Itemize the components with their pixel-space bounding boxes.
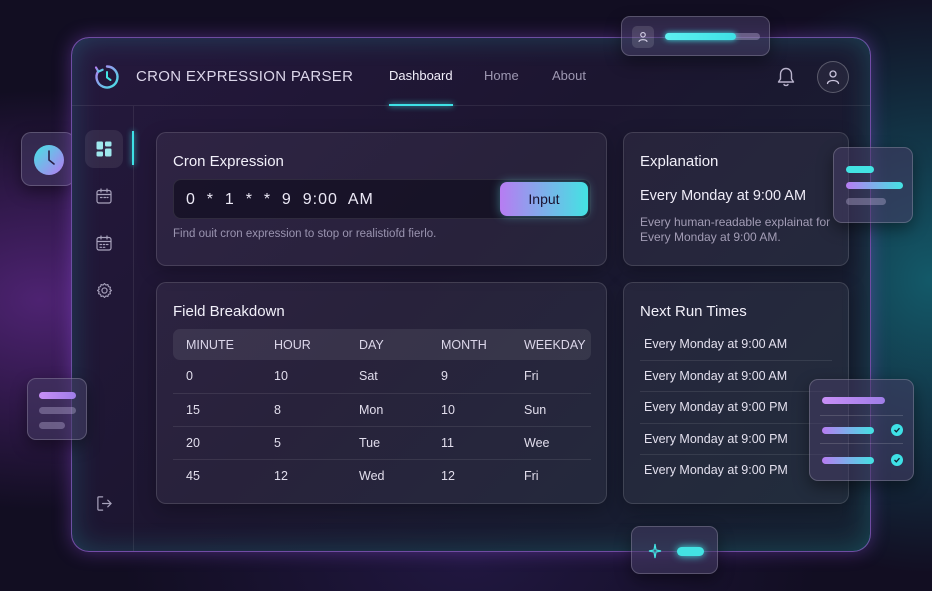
table-row: 20 5 Tue 11 Wee: [173, 426, 591, 460]
table-cell: Sat: [346, 360, 428, 394]
table-cell: 10: [428, 393, 511, 427]
breakdown-table: MINUTE HOUR DAY MONTH WEEKDAY 0 10 Sat 9…: [173, 329, 591, 492]
line-bar: [822, 397, 885, 404]
table-cell: 20: [173, 426, 261, 460]
logout-icon: [96, 495, 112, 511]
top-bar: CRON EXPRESSION PARSER Dashboard Home Ab…: [72, 38, 870, 106]
explanation-card: Explanation Every Monday at 9:00 AM Ever…: [623, 132, 849, 266]
column-header: MONTH: [441, 337, 487, 352]
next-runs-title: Next Run Times: [640, 303, 747, 320]
next-runs-list: Every Monday at 9:00 AM Every Monday at …: [640, 329, 832, 487]
column-header: HOUR: [274, 337, 311, 352]
table-cell: Fri: [524, 468, 539, 483]
table-cell: Wed: [359, 468, 385, 483]
table-cell: 9: [428, 360, 511, 394]
cron-input-field: Input: [173, 179, 591, 219]
table-cell: 12: [274, 468, 288, 483]
nav-about[interactable]: About: [552, 68, 586, 83]
user-icon-tile: [632, 26, 654, 48]
table-cell: 0: [173, 360, 261, 394]
sparkle-icon: [648, 543, 662, 559]
table-cell: Wee: [511, 426, 591, 460]
table-header-row: MINUTE HOUR DAY MONTH WEEKDAY: [173, 329, 591, 360]
cron-input[interactable]: [186, 188, 486, 212]
explanation-summary: Every Monday at 9:00 AM: [640, 188, 807, 204]
nav-home[interactable]: Home: [484, 68, 519, 83]
input-button[interactable]: Input: [500, 182, 588, 216]
dashboard-icon: [96, 141, 112, 157]
column-header: WEEKDAY: [524, 337, 586, 352]
floating-checklist-widget: [809, 379, 914, 481]
calendar-grid-icon: [96, 235, 112, 251]
line-bar: [39, 407, 76, 414]
explanation-title: Explanation: [640, 153, 719, 170]
clock-icon: [34, 145, 64, 175]
sidebar-active-indicator: [132, 131, 134, 165]
check-icon: [891, 454, 903, 466]
table-cell: 8: [261, 393, 346, 427]
table-cell: Sun: [511, 393, 591, 427]
table-cell: 12: [441, 468, 455, 483]
check-icon: [891, 424, 903, 436]
floating-clock-widget: [21, 132, 75, 186]
line-bar: [846, 182, 903, 189]
floating-user-progress-widget: [621, 16, 770, 56]
line-bar: [822, 427, 874, 434]
list-item: Every Monday at 9:00 AM: [640, 361, 832, 392]
app-window: CRON EXPRESSION PARSER Dashboard Home Ab…: [71, 37, 871, 552]
nav-dashboard[interactable]: Dashboard: [389, 68, 453, 106]
list-item: Every Monday at 9:00 PM: [640, 424, 832, 455]
sidebar-item-settings[interactable]: [85, 271, 123, 309]
profile-button[interactable]: [817, 61, 849, 93]
sidebar: [72, 106, 134, 551]
table-cell: 45: [186, 468, 200, 483]
floating-lines-widget-left: [27, 378, 87, 440]
table-cell: Fri: [511, 360, 591, 394]
cron-expression-card: Cron Expression Input Find ouit cron exp…: [156, 132, 607, 266]
user-icon: [638, 31, 648, 43]
cron-hint-text: Find ouit cron expression to stop or rea…: [173, 228, 437, 240]
line-bar: [822, 457, 874, 464]
sidebar-item-logout[interactable]: [85, 484, 123, 522]
user-icon: [826, 70, 840, 85]
divider: [820, 443, 903, 444]
breakdown-title: Field Breakdown: [173, 303, 285, 320]
table-cell: Tue: [346, 426, 428, 460]
table-row: 45 12 Wed 12 Fri: [173, 459, 591, 492]
line-bar: [846, 198, 886, 205]
divider: [820, 415, 903, 416]
cron-card-title: Cron Expression: [173, 153, 284, 170]
list-item: Every Monday at 9:00 PM: [644, 463, 788, 477]
sidebar-item-calendar[interactable]: [85, 177, 123, 215]
column-header: MINUTE: [186, 337, 234, 352]
table-cell: 10: [261, 360, 346, 394]
table-cell: 11: [428, 426, 511, 460]
bell-icon[interactable]: [776, 66, 796, 88]
table-cell: Mon: [346, 393, 428, 427]
table-cell: 5: [261, 426, 346, 460]
column-header: DAY: [359, 337, 384, 352]
calendar-icon: [96, 188, 112, 204]
field-breakdown-card: Field Breakdown MINUTE HOUR DAY MONTH WE…: [156, 282, 607, 504]
floating-lines-widget-right: [833, 147, 913, 223]
logo-icon: [94, 65, 119, 89]
table-row: 15 8 Mon 10 Sun: [173, 393, 591, 427]
floating-toggle-widget: [631, 526, 718, 574]
table-cell: 15: [173, 393, 261, 427]
line-bar: [39, 422, 65, 429]
table-row: 0 10 Sat 9 Fri: [173, 360, 591, 394]
line-bar: [39, 392, 76, 399]
app-title: CRON EXPRESSION PARSER: [136, 68, 354, 85]
progress-fill: [665, 33, 736, 40]
list-item: Every Monday at 9:00 PM: [640, 392, 832, 424]
explanation-detail: Every human-readable explainat for Every…: [640, 215, 831, 244]
toggle-pill[interactable]: [677, 547, 704, 556]
list-item: Every Monday at 9:00 AM: [640, 329, 832, 361]
line-bar: [846, 166, 874, 173]
sidebar-item-schedule[interactable]: [85, 224, 123, 262]
sidebar-item-dashboard[interactable]: [85, 130, 123, 168]
gear-icon: [96, 282, 112, 298]
